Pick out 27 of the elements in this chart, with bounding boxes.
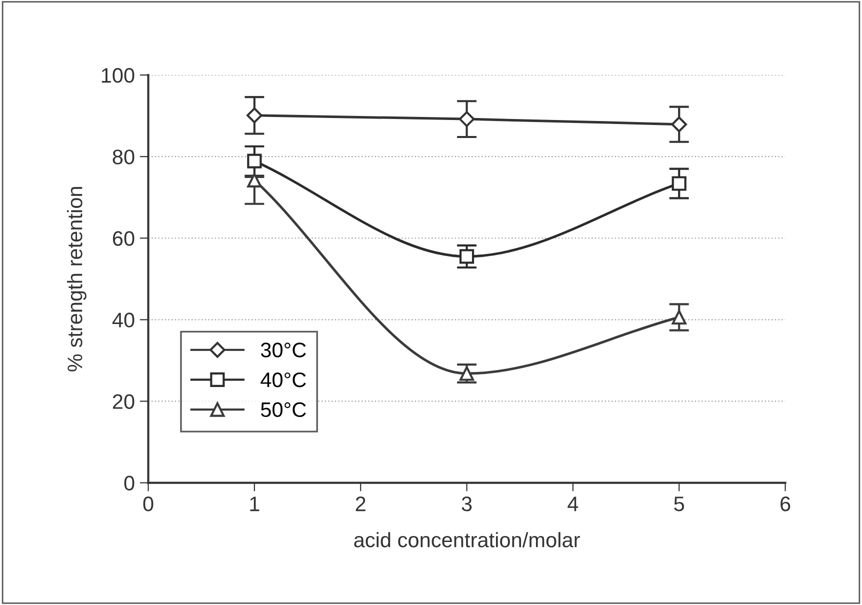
y-tick-label: 0 (124, 476, 134, 491)
x-tick-label: 3 (462, 496, 472, 512)
y-axis-title: % strength retention (67, 187, 86, 372)
x-axis-title: acid concentration/molar (354, 532, 580, 548)
point (459, 366, 474, 381)
x-tick-label: 2 (356, 496, 366, 512)
point (672, 176, 686, 191)
x-tick-label: 6 (780, 496, 790, 512)
x-tick-label: 4 (568, 496, 578, 512)
point (671, 116, 688, 132)
legend-label: 40°C (260, 372, 306, 388)
point (458, 111, 475, 127)
x-tick-label: 1 (250, 496, 260, 512)
x-tick-label: 5 (674, 496, 684, 512)
x-tick-label: 0 (143, 496, 154, 512)
y-tick-label: 100 (102, 68, 134, 83)
legend-label: 50°C (260, 402, 306, 418)
y-tick-label: 60 (112, 231, 134, 246)
y-tick-label: 40 (112, 312, 134, 328)
y-tick-label: 80 (112, 150, 134, 164)
point (247, 154, 262, 168)
point (459, 249, 474, 264)
legend-label: 30°C (260, 342, 306, 358)
point (246, 107, 262, 124)
point (672, 310, 686, 325)
y-tick-label: 20 (112, 394, 134, 409)
point (247, 172, 262, 188)
